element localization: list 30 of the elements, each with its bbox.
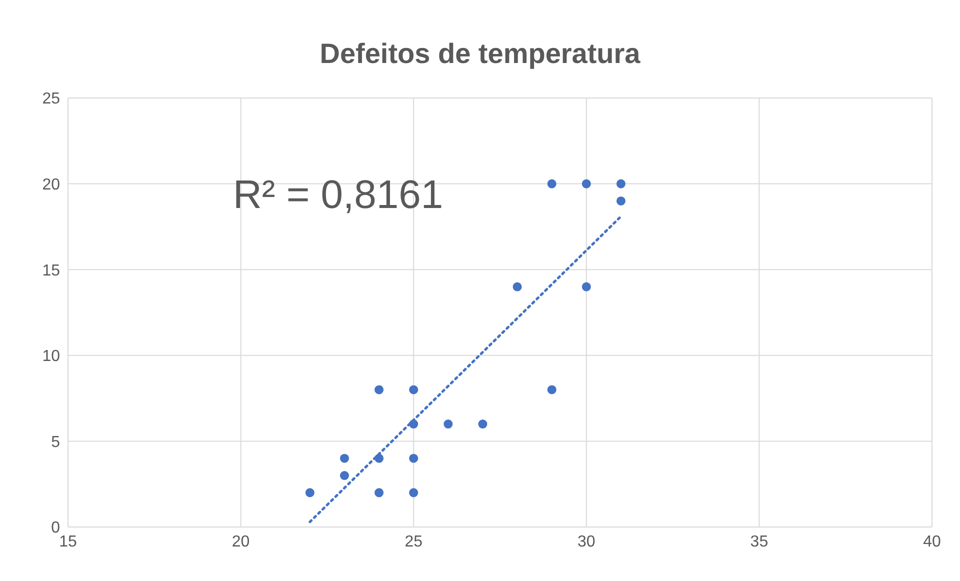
y-tick-label: 15	[42, 262, 60, 280]
point	[616, 179, 626, 188]
x-tick-label: 40	[923, 533, 941, 550]
point	[305, 488, 314, 498]
point	[582, 179, 591, 188]
x-tick-label: 30	[578, 533, 596, 550]
point	[512, 282, 522, 292]
y-tick-label: 20	[42, 176, 60, 194]
point	[547, 385, 556, 394]
y-tick-label: 10	[42, 348, 60, 366]
point	[409, 454, 418, 463]
point	[409, 488, 418, 498]
chart-title: Defeitos de temperatura	[318, 38, 642, 70]
point	[478, 420, 488, 429]
y-tick-label: 5	[51, 434, 60, 451]
point	[340, 471, 349, 480]
point	[409, 385, 418, 394]
point	[374, 488, 384, 498]
point	[616, 196, 626, 206]
point	[547, 179, 556, 188]
point	[374, 385, 384, 394]
x-tick-label: 25	[404, 533, 423, 550]
y-tick-label: 0	[51, 520, 60, 537]
y-tick-label: 25	[42, 90, 60, 108]
point	[340, 454, 349, 463]
x-tick-label: 35	[750, 533, 768, 550]
point	[582, 282, 591, 292]
annotation: R² = 0,8161	[233, 173, 444, 218]
x-tick-label: 20	[232, 533, 250, 550]
point	[444, 420, 453, 429]
